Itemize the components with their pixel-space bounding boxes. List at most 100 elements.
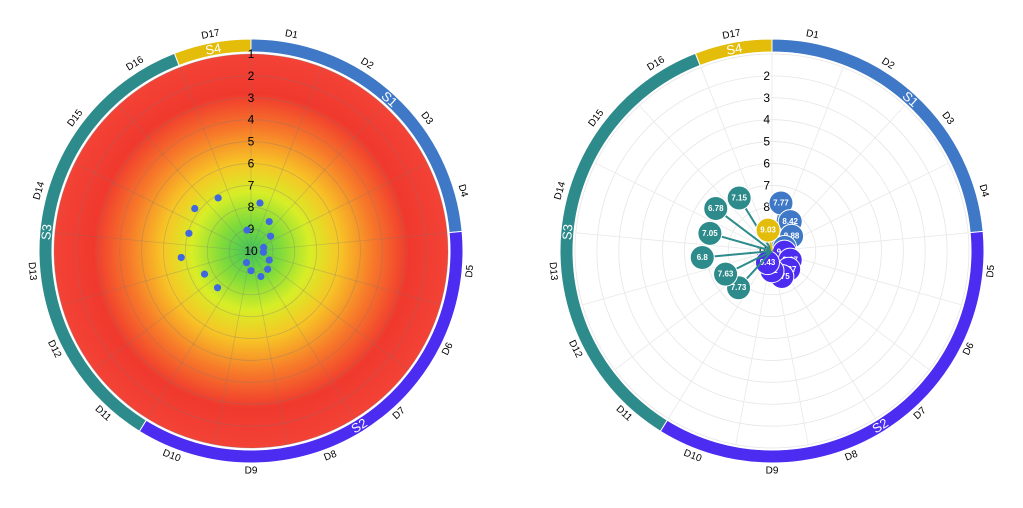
grid-ring [141, 141, 361, 361]
value-label-d17: 9.03 [760, 226, 776, 235]
grid-spoke [250, 250, 441, 306]
dimension-label-d17: D17 [201, 28, 221, 42]
point-d2 [265, 217, 273, 226]
value-label-d3: 8.88 [784, 232, 800, 241]
grid-ring [75, 75, 427, 427]
value-label-d10: 9.43 [760, 258, 776, 267]
value-label-d14: 7.05 [702, 229, 718, 238]
radial-tick-label: 3 [763, 91, 770, 105]
dimension-label-d6: D6 [440, 341, 456, 358]
point-d14 [185, 229, 193, 237]
radial-tick-label: 4 [763, 113, 770, 127]
grid-spoke [771, 250, 962, 306]
grid-spoke [74, 162, 252, 252]
point-d15 [191, 204, 199, 213]
grid [574, 53, 970, 449]
segment-label-s3: S3 [559, 223, 575, 240]
grid-spoke [667, 250, 773, 419]
grid-spoke [700, 67, 773, 252]
bubble-d12 [713, 261, 739, 287]
point-d7 [264, 265, 272, 273]
radial-tick-label: 4 [248, 113, 255, 127]
lollipop-radial-chart: S1S2S3S4D1D2D3D4D5D6D7D8D9D10D11D12D13D1… [547, 28, 998, 477]
grid-ring [53, 53, 449, 449]
dimension-label-d5: D5 [464, 264, 476, 278]
radial-tick-label: 8 [763, 200, 770, 214]
value-label-d13: 6.8 [697, 253, 709, 262]
grid-spoke [250, 250, 356, 419]
radial-tick-label: 9 [248, 222, 255, 236]
radial-tick-label: 3 [248, 91, 255, 105]
grid-spoke [250, 250, 288, 445]
value-label-d16: 7.15 [731, 193, 747, 202]
grid-spoke [575, 232, 773, 252]
grid-spoke [179, 67, 252, 252]
grid-ring [119, 119, 383, 383]
radial-tick-label: 10 [244, 244, 258, 258]
dimension-label-d17: D17 [722, 28, 742, 42]
grid-spoke [117, 105, 252, 252]
segment-label-s4: S4 [725, 40, 743, 58]
point-d1 [256, 199, 264, 207]
grid-spoke [614, 250, 773, 371]
dimension-label-d6: D6 [961, 341, 977, 358]
point-d8 [257, 272, 265, 281]
grid-ring [206, 206, 296, 296]
bubble-d13 [689, 244, 715, 270]
dimension-label-d9: D9 [245, 466, 258, 477]
grid-spoke [250, 105, 385, 252]
dimension-label-d9: D9 [766, 466, 779, 477]
heat-radial-chart: S1S2S3S4D1D2D3D4D5D6D7D8D9D10D11D12D13D1… [26, 28, 477, 477]
grid-ring [163, 163, 339, 339]
radial-tick-label: 7 [763, 178, 770, 192]
radial-tick-label: 2 [248, 69, 255, 83]
heat-background [54, 54, 448, 448]
bubble-d16 [726, 185, 752, 211]
radial-tick-label: 1 [248, 47, 255, 61]
dimension-label-d5: D5 [985, 264, 997, 278]
point-d5 [259, 248, 268, 256]
value-label-d1: 7.77 [773, 199, 789, 208]
value-label-d15: 6.78 [708, 204, 724, 213]
grid-spoke [250, 232, 448, 252]
bubble-d17 [755, 217, 781, 243]
grid-spoke [735, 250, 773, 445]
grid [53, 53, 449, 449]
radial-ticks: 1 2 3 4 5 6 7 8 9 10 [244, 47, 258, 258]
bubble-d15 [703, 196, 729, 222]
dimension-label-d4: D4 [456, 183, 470, 199]
radial-tick-label: 6 [248, 156, 255, 170]
grid-spoke [54, 232, 252, 252]
radial-tick-label: 6 [763, 156, 770, 170]
grid-spoke [771, 232, 969, 252]
grid-spoke [638, 105, 773, 252]
dimension-label-d1: D1 [805, 28, 820, 41]
dimension-label-d1: D1 [284, 28, 299, 41]
point-d6 [265, 256, 273, 264]
dimension-label-d8: D8 [844, 449, 860, 464]
grid-ring [97, 97, 405, 405]
point-d11 [213, 284, 222, 292]
radial-tick-label: 5 [248, 135, 255, 149]
grid-spoke [214, 250, 252, 445]
grid-ring [184, 184, 318, 318]
data-marks [177, 194, 275, 292]
point-d10 [242, 259, 251, 267]
segment-label-s4: S4 [204, 40, 222, 58]
grid-spoke [250, 250, 409, 371]
radial-tick-label: 7 [248, 178, 255, 192]
grid-spoke [93, 250, 252, 371]
segment-label-s3: S3 [38, 223, 54, 240]
grid-spoke [595, 162, 773, 252]
dimension-label-d4: D4 [977, 183, 991, 199]
value-label-d12: 7.63 [718, 270, 734, 279]
point-d9 [247, 267, 255, 275]
radial-tick-label: 5 [763, 135, 770, 149]
dimension-label-d14: D14 [32, 180, 48, 201]
value-label-d11: 7.73 [731, 283, 747, 292]
radial-tick-label: 2 [763, 69, 770, 83]
